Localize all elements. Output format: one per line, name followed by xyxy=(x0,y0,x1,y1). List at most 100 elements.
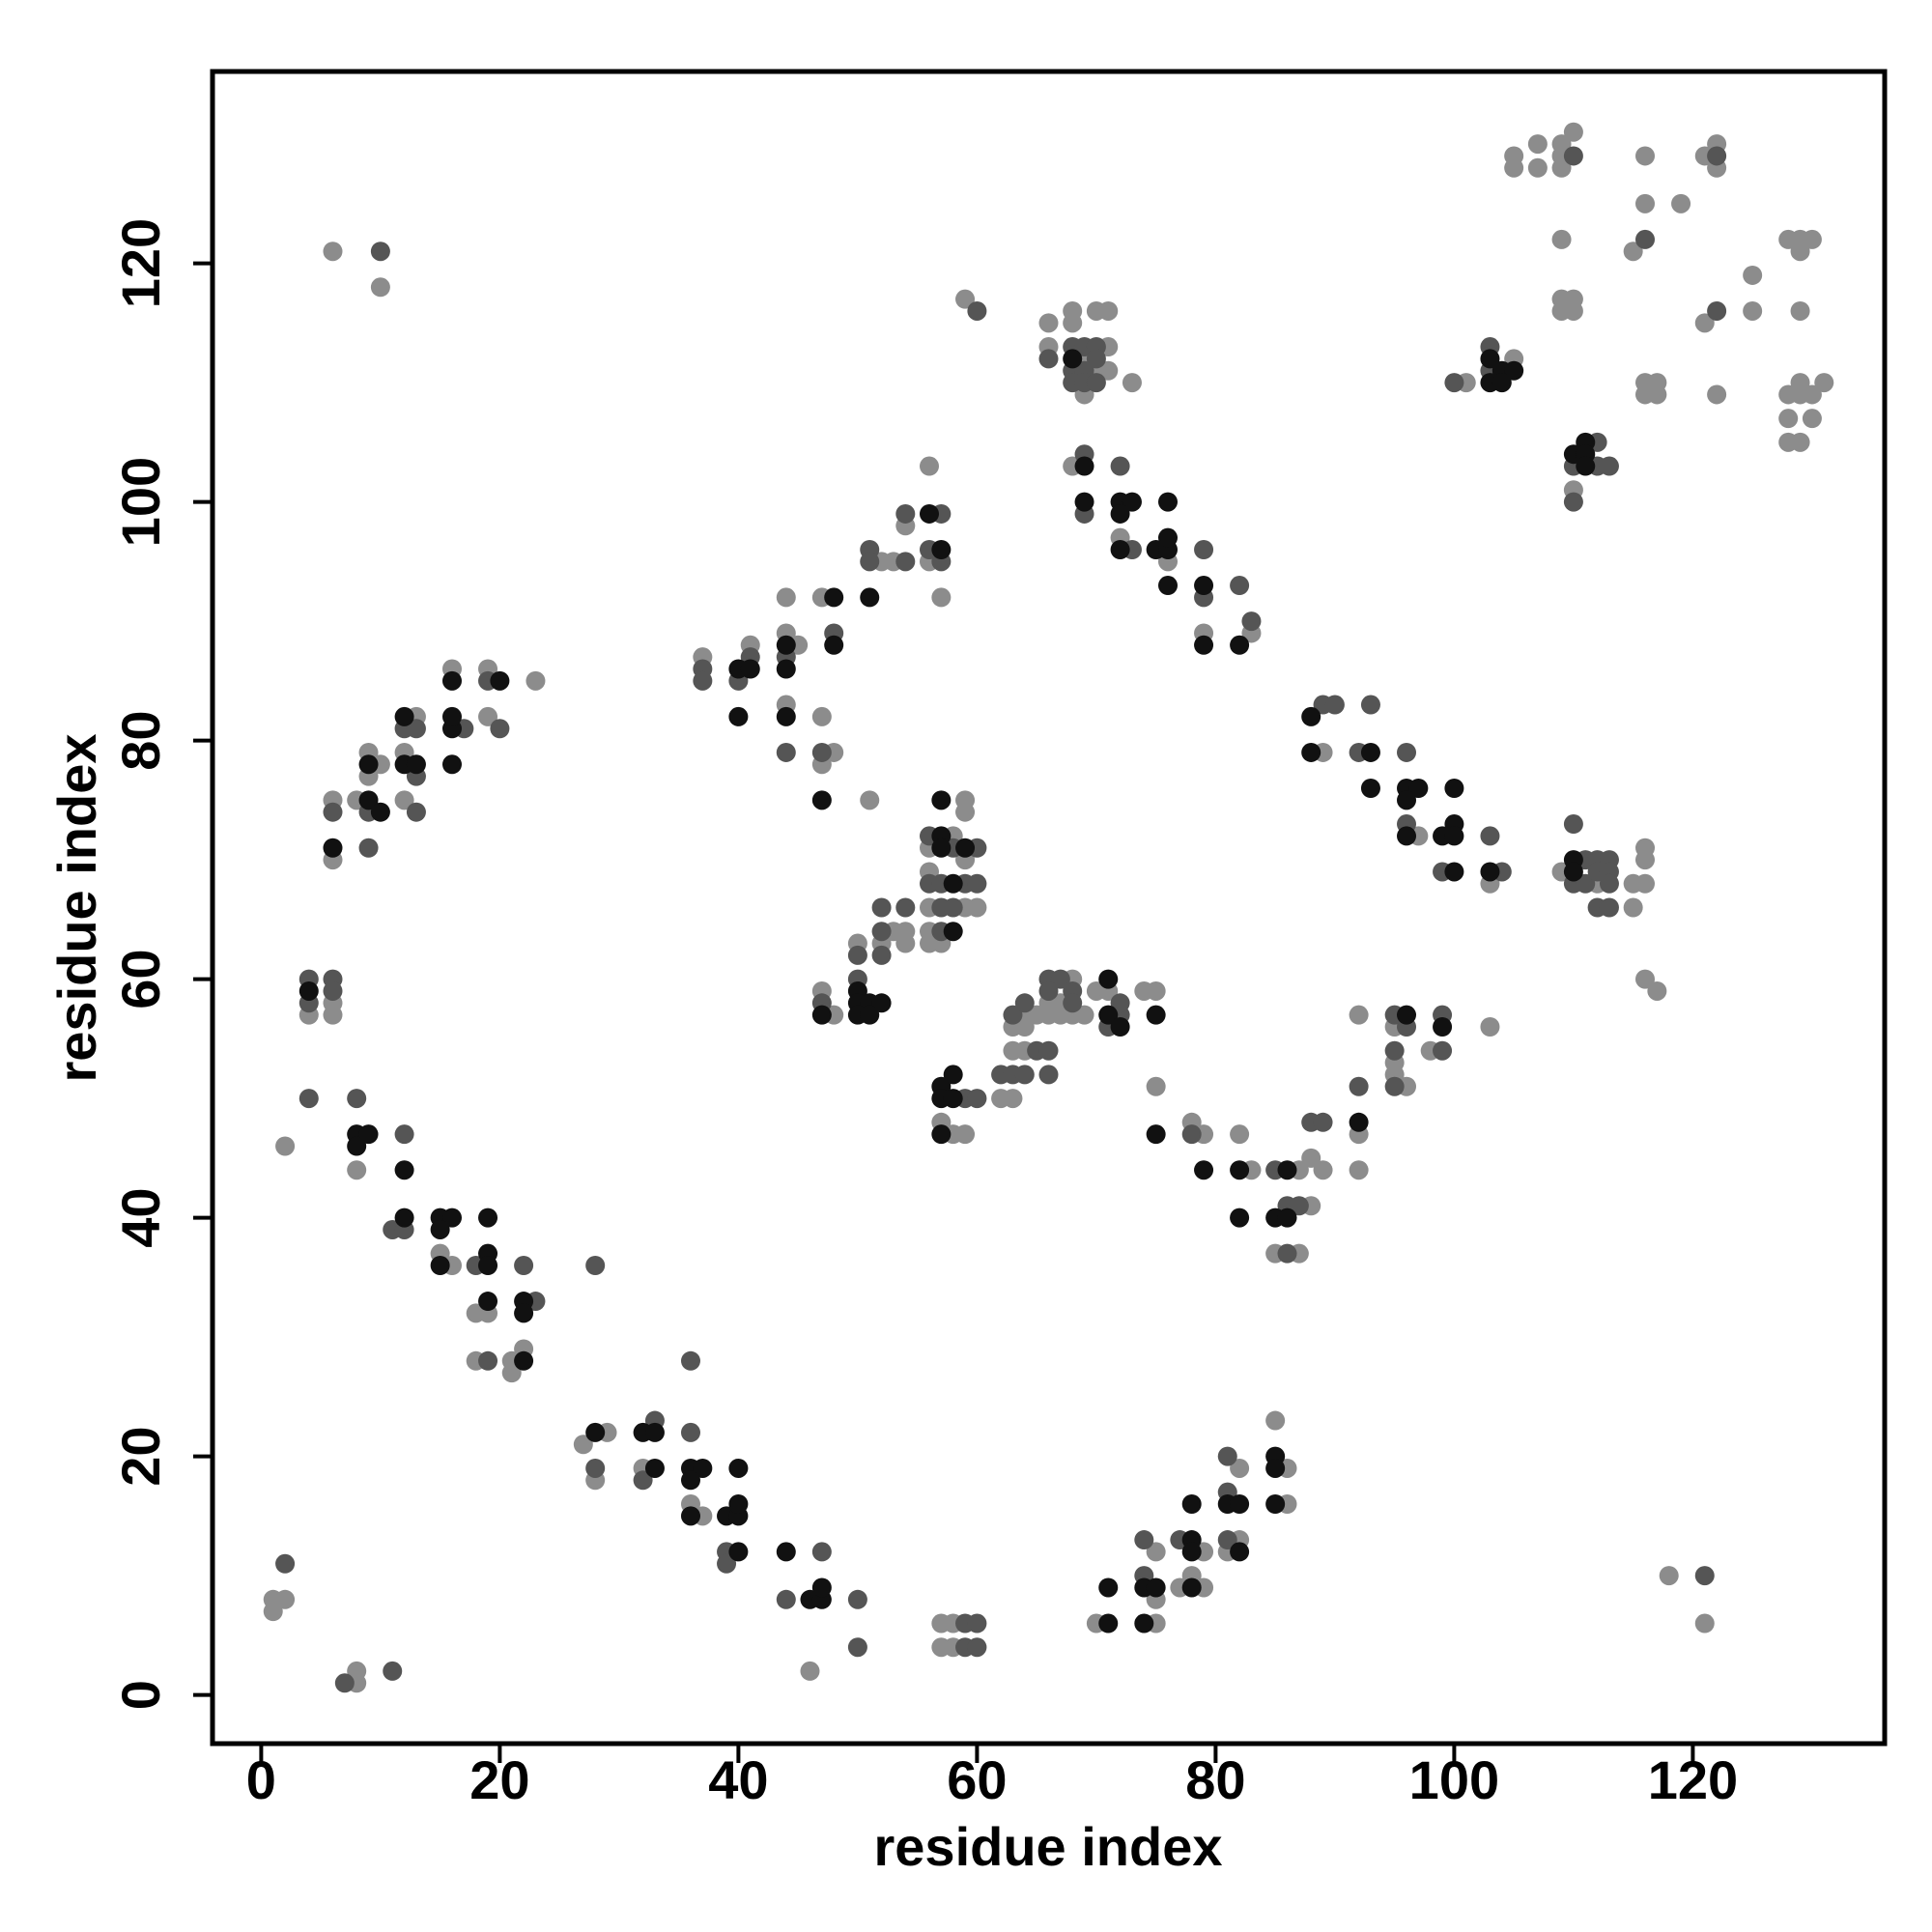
point xyxy=(383,1661,403,1681)
point xyxy=(347,1136,367,1156)
point xyxy=(1635,193,1656,213)
point xyxy=(931,587,952,608)
point xyxy=(1265,1458,1286,1478)
point xyxy=(1635,146,1656,166)
point xyxy=(1146,1124,1166,1145)
point xyxy=(1433,1040,1453,1061)
x-tick-label: 100 xyxy=(1409,1749,1499,1810)
point xyxy=(430,1219,450,1239)
point xyxy=(811,1542,832,1562)
point xyxy=(1230,1124,1250,1145)
point xyxy=(406,754,426,775)
point xyxy=(1397,1005,1417,1025)
point xyxy=(1397,742,1417,762)
point xyxy=(275,1136,296,1156)
point xyxy=(871,897,892,918)
point xyxy=(860,587,880,608)
point xyxy=(1814,373,1834,393)
point xyxy=(394,1208,414,1228)
point xyxy=(955,838,976,858)
point xyxy=(1623,897,1643,918)
point xyxy=(1146,1542,1166,1562)
point xyxy=(1349,1076,1369,1096)
point xyxy=(1480,826,1500,846)
point xyxy=(1038,1065,1059,1085)
point xyxy=(585,1422,606,1442)
point xyxy=(1635,850,1656,870)
point xyxy=(441,670,462,691)
point xyxy=(1098,360,1119,381)
point xyxy=(811,706,832,726)
point xyxy=(776,742,796,762)
point xyxy=(1444,778,1464,798)
point xyxy=(1265,1494,1286,1515)
point xyxy=(1014,1065,1035,1085)
point xyxy=(298,980,319,1001)
point xyxy=(1790,432,1810,452)
point xyxy=(1444,373,1464,393)
point xyxy=(1349,1160,1369,1180)
point xyxy=(1743,300,1763,321)
point xyxy=(1397,790,1417,810)
point xyxy=(1038,1040,1059,1061)
point xyxy=(1110,539,1130,559)
point xyxy=(1241,611,1262,632)
point xyxy=(394,1160,414,1180)
point xyxy=(1551,229,1572,249)
point xyxy=(441,1208,462,1228)
point xyxy=(1230,1208,1250,1228)
point xyxy=(478,1208,498,1228)
point xyxy=(1408,778,1429,798)
point xyxy=(1074,456,1094,476)
point xyxy=(776,635,796,655)
point xyxy=(967,873,987,894)
point xyxy=(1230,1494,1250,1515)
point xyxy=(800,1661,820,1681)
point xyxy=(680,1506,700,1526)
point xyxy=(1063,349,1083,369)
point xyxy=(680,1422,700,1442)
point xyxy=(1671,193,1691,213)
point xyxy=(847,1589,867,1609)
point xyxy=(931,838,952,858)
point xyxy=(1480,349,1500,369)
point xyxy=(441,706,462,726)
point xyxy=(334,1673,355,1693)
point xyxy=(895,933,916,953)
point xyxy=(1098,1005,1119,1025)
point xyxy=(955,802,976,822)
point xyxy=(633,1470,653,1491)
point xyxy=(824,635,844,655)
point xyxy=(644,1458,665,1478)
point xyxy=(573,1435,593,1455)
point xyxy=(1444,862,1464,882)
point xyxy=(358,754,379,775)
point xyxy=(1480,1017,1500,1037)
point xyxy=(1098,300,1119,321)
point xyxy=(1360,695,1380,715)
point xyxy=(347,1089,367,1109)
point xyxy=(1110,993,1130,1013)
point xyxy=(871,922,892,942)
point xyxy=(585,1256,606,1276)
point xyxy=(514,1350,534,1371)
point xyxy=(323,1005,343,1025)
point xyxy=(1146,980,1166,1001)
point xyxy=(1480,862,1500,882)
point xyxy=(1527,134,1548,155)
point xyxy=(1563,814,1583,835)
point xyxy=(1790,242,1810,262)
point xyxy=(1301,1148,1321,1168)
point xyxy=(860,790,880,810)
point xyxy=(1277,1243,1297,1264)
y-tick-label: 60 xyxy=(110,949,171,1009)
point xyxy=(1158,527,1179,548)
point xyxy=(1181,1124,1202,1145)
point xyxy=(644,1422,665,1442)
point xyxy=(1301,742,1321,762)
point xyxy=(943,897,963,918)
point xyxy=(860,552,880,572)
y-tick-label: 100 xyxy=(110,457,171,547)
point xyxy=(275,1553,296,1574)
x-tick-label: 40 xyxy=(708,1749,768,1810)
